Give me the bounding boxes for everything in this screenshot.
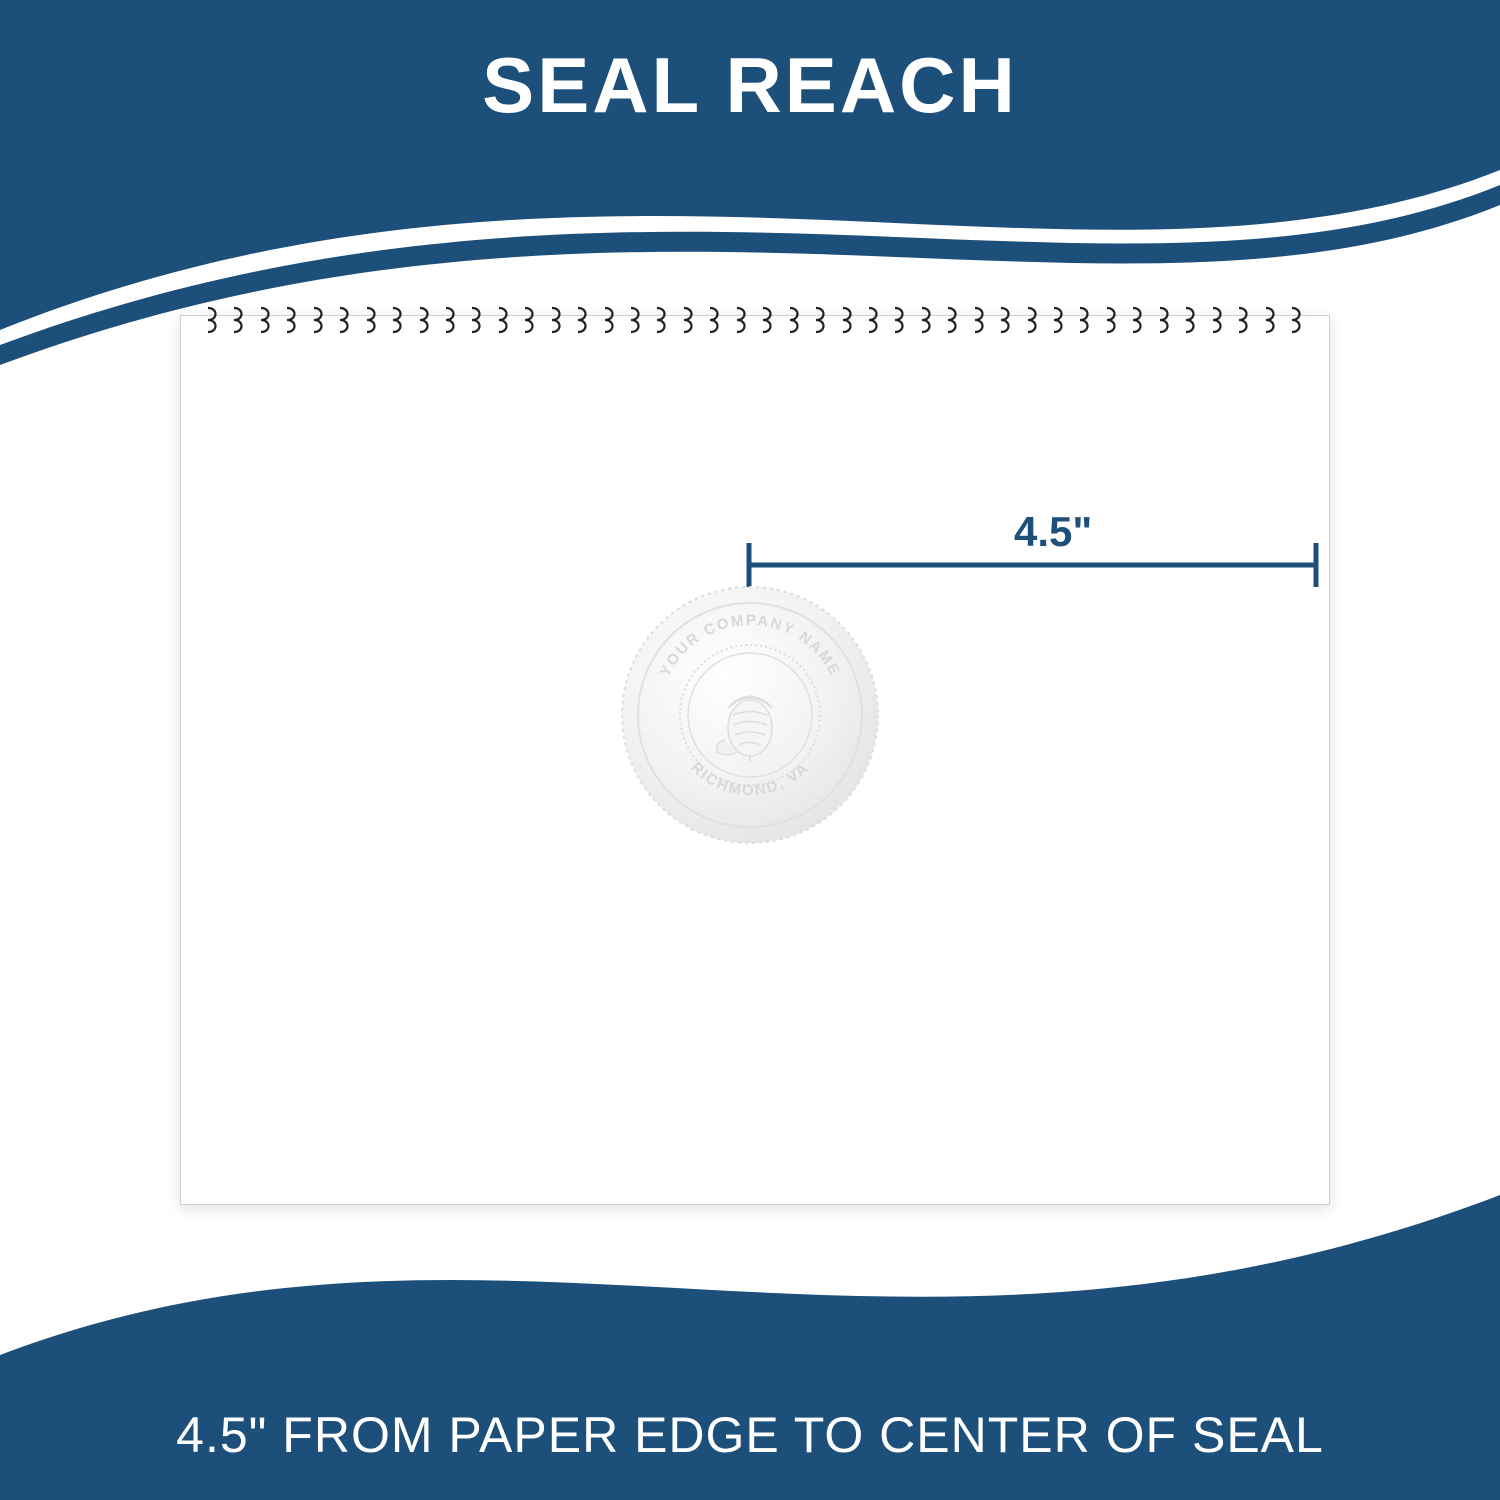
spiral-ring-icon (1078, 306, 1092, 334)
spiral-ring-icon (999, 306, 1013, 334)
spiral-ring-icon (708, 306, 722, 334)
spiral-ring-icon (735, 306, 749, 334)
spiral-ring-icon (629, 306, 643, 334)
spiral-ring-icon (1131, 306, 1145, 334)
footer-band: 4.5" FROM PAPER EDGE TO CENTER OF SEAL (0, 1370, 1500, 1500)
spiral-ring-icon (682, 306, 696, 334)
spiral-ring-icon (550, 306, 564, 334)
spiral-ring-icon (206, 306, 220, 334)
spiral-binding (206, 306, 1304, 336)
spiral-ring-icon (1290, 306, 1304, 334)
spiral-ring-icon (576, 306, 590, 334)
spiral-ring-icon (603, 306, 617, 334)
spiral-ring-icon (259, 306, 273, 334)
spiral-ring-icon (1105, 306, 1119, 334)
page-title: SEAL REACH (482, 40, 1018, 131)
spiral-ring-icon (1211, 306, 1225, 334)
spiral-ring-icon (1237, 306, 1251, 334)
header-band: SEAL REACH (0, 0, 1500, 170)
spiral-ring-icon (867, 306, 881, 334)
measurement-label: 4.5" (1000, 508, 1106, 556)
spiral-ring-icon (365, 306, 379, 334)
spiral-ring-icon (841, 306, 855, 334)
spiral-ring-icon (470, 306, 484, 334)
spiral-ring-icon (814, 306, 828, 334)
footer-text: 4.5" FROM PAPER EDGE TO CENTER OF SEAL (176, 1406, 1324, 1464)
spiral-ring-icon (523, 306, 537, 334)
embossed-seal-icon: YOUR COMPANY NAME RICHMOND, VA (615, 580, 885, 850)
spiral-ring-icon (391, 306, 405, 334)
spiral-ring-icon (946, 306, 960, 334)
spiral-ring-icon (655, 306, 669, 334)
spiral-ring-icon (312, 306, 326, 334)
spiral-ring-icon (338, 306, 352, 334)
spiral-ring-icon (1026, 306, 1040, 334)
spiral-ring-icon (973, 306, 987, 334)
spiral-ring-icon (497, 306, 511, 334)
spiral-ring-icon (1264, 306, 1278, 334)
spiral-ring-icon (893, 306, 907, 334)
spiral-ring-icon (920, 306, 934, 334)
spiral-ring-icon (232, 306, 246, 334)
spiral-ring-icon (444, 306, 458, 334)
spiral-ring-icon (418, 306, 432, 334)
spiral-ring-icon (788, 306, 802, 334)
spiral-ring-icon (1158, 306, 1172, 334)
spiral-ring-icon (761, 306, 775, 334)
spiral-ring-icon (1052, 306, 1066, 334)
spiral-ring-icon (285, 306, 299, 334)
spiral-ring-icon (1184, 306, 1198, 334)
